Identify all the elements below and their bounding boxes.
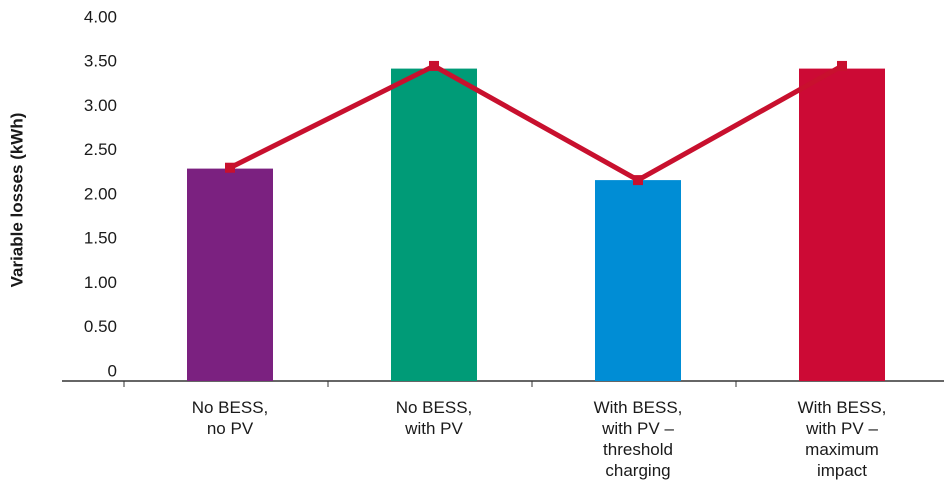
x-tick-label-line: with PV – bbox=[805, 419, 878, 438]
x-tick-label-line: With BESS, bbox=[594, 398, 683, 417]
bar bbox=[595, 180, 681, 381]
x-tick-label-line: charging bbox=[605, 461, 670, 480]
x-tick-label-line: with PV – bbox=[601, 419, 674, 438]
y-tick-label: 0 bbox=[108, 361, 117, 380]
y-tick-label: 4.00 bbox=[84, 7, 117, 26]
bar bbox=[391, 68, 477, 381]
x-tick-label: With BESS, with PV – threshold charging bbox=[594, 398, 683, 480]
y-tick-label: 3.00 bbox=[84, 96, 117, 115]
line-marker bbox=[837, 60, 847, 71]
bar bbox=[187, 168, 273, 381]
y-tick-label: 3.50 bbox=[84, 52, 117, 71]
x-tick-label-line: with PV bbox=[404, 419, 463, 438]
x-tick-label-line: maximum bbox=[805, 440, 879, 459]
line bbox=[228, 63, 844, 183]
x-tick-label-line: No BESS, bbox=[396, 398, 473, 417]
y-tick-label: 0.50 bbox=[84, 317, 117, 336]
x-tick-label-line: impact bbox=[817, 461, 867, 480]
x-tick-label-line: No BESS, bbox=[192, 398, 269, 417]
bar bbox=[799, 68, 885, 381]
y-axis-label: Variable losses (kWh) bbox=[7, 113, 26, 288]
x-tick-label-line: threshold bbox=[603, 440, 673, 459]
y-tick-label: 2.50 bbox=[84, 140, 117, 159]
y-tick-label: 1.00 bbox=[84, 273, 117, 292]
x-tick-label-line: With BESS, bbox=[798, 398, 887, 417]
line-marker bbox=[633, 175, 643, 186]
x-tick-label-line: no PV bbox=[207, 419, 254, 438]
line-marker bbox=[225, 162, 235, 173]
y-tick-label: 1.50 bbox=[84, 229, 117, 248]
x-tick-label: No BESS, no PV bbox=[192, 398, 269, 438]
y-tick-label: 2.00 bbox=[84, 184, 117, 203]
line-marker bbox=[429, 60, 439, 71]
x-tick-label: No BESS, with PV bbox=[396, 398, 473, 438]
x-tick-label: With BESS, with PV – maximum impact bbox=[798, 398, 887, 480]
